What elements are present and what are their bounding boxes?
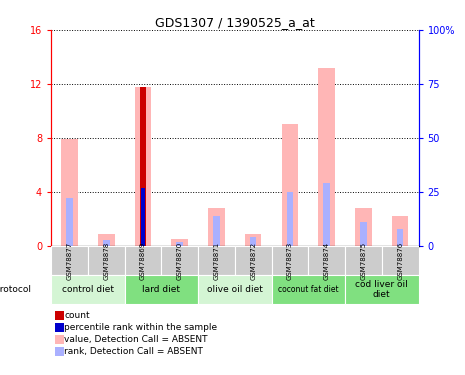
Bar [272,246,308,275]
Bar [397,229,404,246]
Bar [51,275,125,304]
Bar [55,311,64,320]
Text: percentile rank within the sample: percentile rank within the sample [64,323,217,332]
Bar [55,348,64,356]
Text: cod liver oil
diet: cod liver oil diet [355,280,408,300]
Text: GSM78870: GSM78870 [177,242,183,280]
Bar [272,275,345,304]
Text: GSM78875: GSM78875 [360,242,366,280]
Text: coconut fat diet: coconut fat diet [278,285,339,294]
Text: GSM78877: GSM78877 [66,242,73,280]
Bar [172,239,188,246]
Text: GSM78869: GSM78869 [140,242,146,280]
Bar [345,275,418,304]
Bar [55,323,64,332]
Bar [208,208,225,246]
Bar [140,87,146,246]
Bar [345,246,382,275]
Bar [308,246,345,275]
Text: lard diet: lard diet [142,285,180,294]
Bar [98,234,114,246]
Title: GDS1307 / 1390525_a_at: GDS1307 / 1390525_a_at [155,16,315,29]
Text: GSM78872: GSM78872 [250,242,256,280]
Text: GSM78874: GSM78874 [324,242,330,280]
Text: protocol: protocol [0,285,31,294]
Bar [61,140,78,246]
Text: control diet: control diet [62,285,114,294]
Text: olive oil diet: olive oil diet [207,285,263,294]
Bar [286,192,293,246]
Bar [382,246,418,275]
Bar [250,237,257,246]
Bar [103,240,110,246]
Bar [323,183,330,246]
Bar [235,246,272,275]
Bar [140,188,146,246]
Text: GSM78873: GSM78873 [287,242,293,280]
Bar [66,198,73,246]
Text: rank, Detection Call = ABSENT: rank, Detection Call = ABSENT [64,347,203,356]
Text: GSM78876: GSM78876 [397,242,403,280]
Text: GSM78878: GSM78878 [103,242,109,280]
Bar [55,335,64,344]
Bar [319,68,335,246]
Bar [198,275,272,304]
Bar [360,222,367,246]
Bar [213,216,220,246]
Bar [245,234,261,246]
Bar [392,216,408,246]
Bar [125,246,161,275]
Text: count: count [64,311,90,320]
Bar [198,246,235,275]
Bar [282,124,298,246]
Bar [161,246,198,275]
Bar [141,188,145,246]
Bar [355,208,372,246]
Bar [135,87,151,246]
Bar [88,246,125,275]
Bar [51,246,88,275]
Text: GSM78871: GSM78871 [213,242,219,280]
Bar [125,275,198,304]
Bar [176,242,183,246]
Text: value, Detection Call = ABSENT: value, Detection Call = ABSENT [64,335,207,344]
